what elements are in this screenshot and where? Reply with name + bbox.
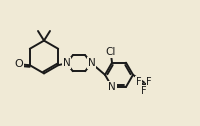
- Text: F: F: [141, 86, 147, 96]
- Text: O: O: [14, 59, 23, 69]
- Text: F: F: [146, 77, 152, 87]
- Text: F: F: [136, 77, 142, 87]
- Text: N: N: [88, 58, 95, 68]
- Text: N: N: [108, 82, 116, 92]
- Text: N: N: [63, 58, 70, 68]
- Text: Cl: Cl: [106, 47, 116, 57]
